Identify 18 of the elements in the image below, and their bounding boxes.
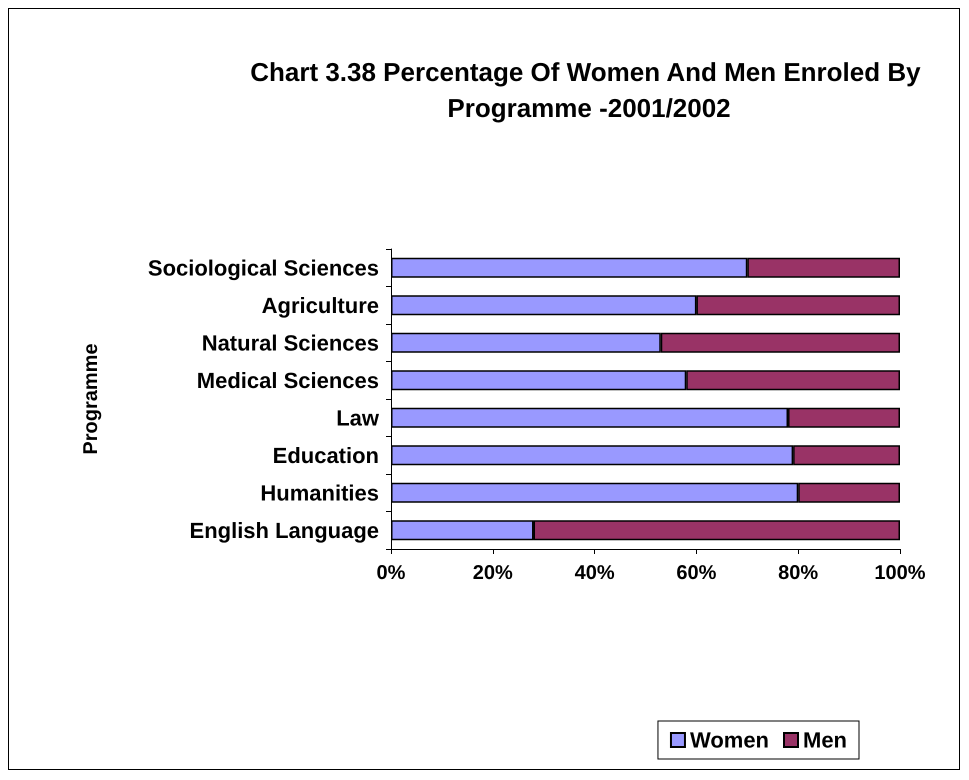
y-tick-label: Natural Sciences [202, 330, 379, 356]
x-tick-label: 100% [874, 562, 926, 584]
chart-title: Chart 3.38 Percentage Of Women And Men Enroled By Programme -2001/2002 [250, 57, 928, 123]
y-tick-label: Education [272, 442, 379, 468]
x-tick-label: 80% [778, 562, 818, 584]
y-tick-label: English Language [190, 518, 379, 543]
y-tick-label: Medical Sciences [196, 368, 379, 393]
y-tick-label: Sociological Sciences [148, 255, 379, 280]
y-tick-label: Law [336, 405, 380, 430]
y-axis-title: Programme [80, 343, 102, 455]
x-tick-label: 0% [376, 562, 406, 584]
y-tick-label: Humanities [260, 480, 379, 506]
y-tick-label: Agriculture [262, 292, 379, 318]
legend-label: Men [803, 728, 847, 752]
x-tick-label: 40% [574, 562, 615, 584]
legend-label: Women [690, 728, 770, 752]
x-tick-label: 20% [472, 562, 514, 584]
x-tick-label: 60% [676, 562, 717, 584]
